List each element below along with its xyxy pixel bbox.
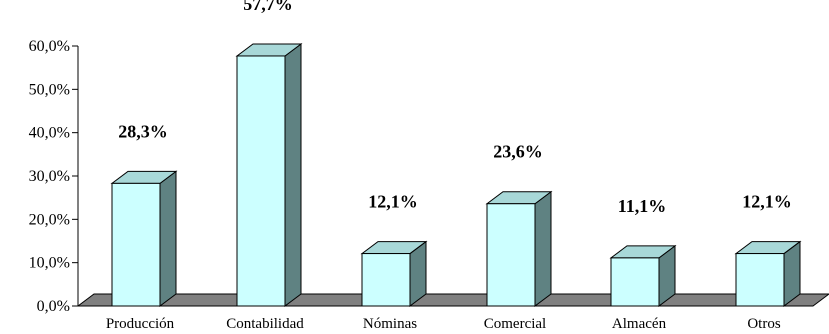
bar-5 — [609, 244, 677, 307]
y-tick-label: 40,0% — [29, 125, 70, 142]
x-tick-label: Producción — [106, 316, 175, 332]
y-tick-label: 60,0% — [29, 38, 70, 55]
bar-side-face — [534, 190, 552, 307]
x-axis-labels: Producción Contabilidad Nóminas Comercial Al… — [106, 316, 781, 332]
bar-6 — [734, 240, 802, 307]
bar-side-face — [284, 42, 302, 307]
y-tick-label: 50,0% — [29, 81, 70, 98]
bar-front-face — [486, 203, 536, 307]
bar-4 — [485, 190, 553, 307]
x-tick-label: Contabilidad — [226, 316, 304, 332]
y-tick-label: 20,0% — [29, 211, 70, 228]
y-tick-label: 10,0% — [29, 255, 70, 272]
bar-front-face — [610, 257, 660, 307]
data-label: 57,7% — [243, 0, 293, 14]
bar-front-face — [735, 253, 785, 307]
bar-front-face — [111, 182, 161, 307]
bar-front-face — [361, 253, 411, 307]
chart-floor — [76, 293, 829, 307]
x-tick-label: Nóminas — [363, 316, 417, 332]
x-tick-label: Almacén — [612, 316, 667, 332]
bars — [110, 42, 802, 307]
data-label: 12,1% — [742, 192, 792, 212]
x-tick-label: Comercial — [484, 316, 546, 332]
chart-floor-plane — [76, 293, 829, 307]
data-label: 28,3% — [118, 121, 168, 141]
data-label: 12,1% — [368, 192, 418, 212]
x-tick-label: Otros — [747, 316, 780, 332]
data-label: 11,1% — [618, 196, 667, 216]
bar-front-face — [236, 55, 286, 307]
bar-side-face — [159, 170, 177, 307]
y-tick-label: 0,0% — [37, 298, 70, 315]
data-labels: 28,3% 57,7% 12,1% 23,6% 11,1% 12,1% — [118, 0, 792, 216]
bar-3 — [360, 240, 428, 307]
bar-1 — [110, 170, 178, 307]
y-tick-label: 30,0% — [29, 168, 70, 185]
y-axis: 0,0% 10,0% 20,0% 30,0% 40,0% 50,0% 60,0% — [29, 38, 79, 315]
bar-2 — [235, 42, 303, 307]
data-label: 23,6% — [493, 142, 543, 162]
